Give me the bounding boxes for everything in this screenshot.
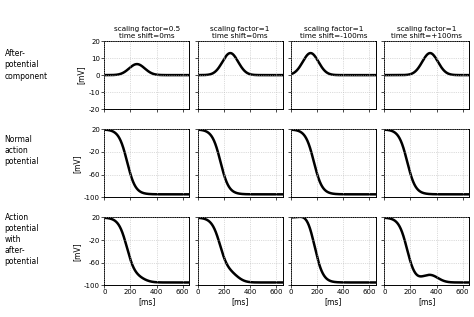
X-axis label: [ms]: [ms] (231, 297, 249, 306)
Y-axis label: [mV]: [mV] (77, 66, 86, 84)
Text: Normal
action
potential: Normal action potential (5, 135, 39, 166)
Title: scaling factor=1
time shift=-100ms: scaling factor=1 time shift=-100ms (300, 26, 367, 39)
Y-axis label: [mV]: [mV] (73, 242, 82, 261)
Text: Action
potential
with
after-
potential: Action potential with after- potential (5, 213, 39, 266)
X-axis label: [ms]: [ms] (138, 297, 155, 306)
Y-axis label: [mV]: [mV] (73, 154, 82, 172)
Title: scaling factor=1
time shift=0ms: scaling factor=1 time shift=0ms (210, 26, 270, 39)
Text: After-
potential
component: After- potential component (5, 49, 48, 81)
Title: scaling factor=1
time shift=+100ms: scaling factor=1 time shift=+100ms (392, 26, 462, 39)
X-axis label: [ms]: [ms] (325, 297, 342, 306)
Title: scaling factor=0.5
time shift=0ms: scaling factor=0.5 time shift=0ms (114, 26, 180, 39)
X-axis label: [ms]: [ms] (418, 297, 436, 306)
